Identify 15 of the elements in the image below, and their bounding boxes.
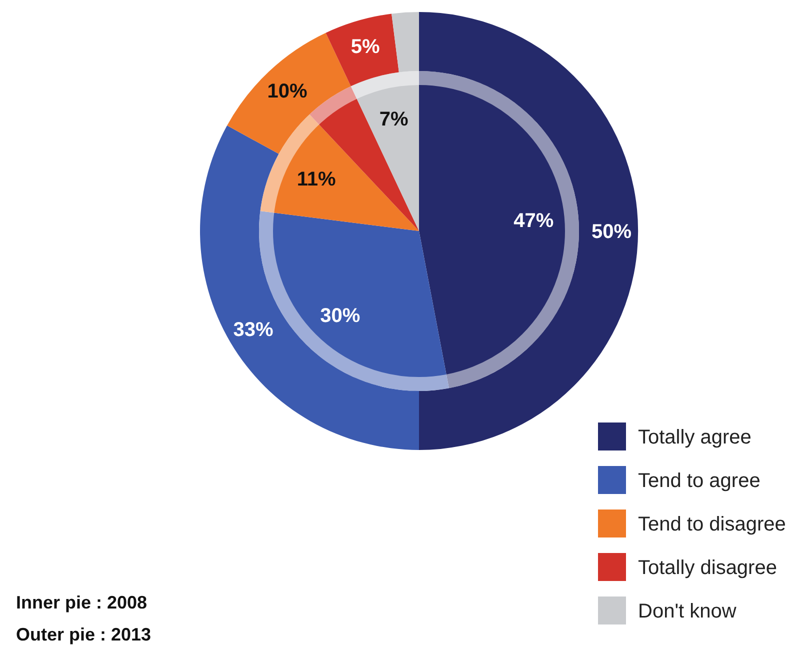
text: Inner pie : 2008 [16,592,148,612]
data-label: 10% [267,80,308,103]
data-label: 7% [379,108,409,131]
text: Outer pie : 2013 [16,624,152,644]
data-label: 30% [320,304,360,327]
data-label: 33% [233,318,274,341]
legend-label: Tend to disagree [638,514,786,536]
legend-label: Totally agree [638,426,752,448]
data-label: 50% [591,221,632,243]
data-label: 11% [296,168,336,191]
legend-label: Tend to agree [638,470,760,492]
legend-label: Totally disagree [638,557,777,579]
data-label: 5% [350,36,380,58]
legend-label: Don't know [638,600,737,622]
data-label: 47% [514,210,554,232]
